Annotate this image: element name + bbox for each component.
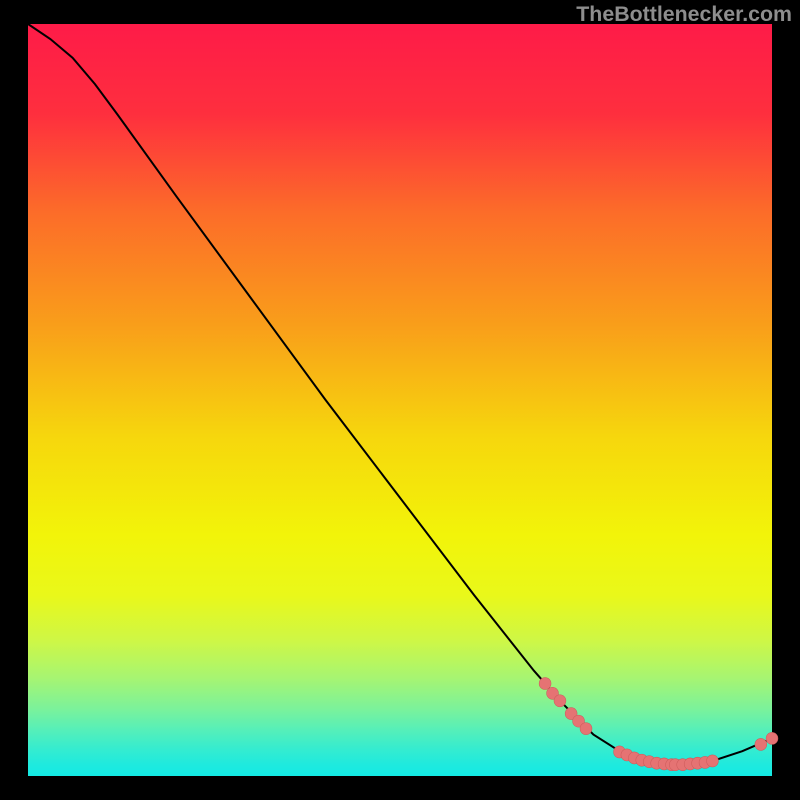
watermark-text: TheBottlenecker.com <box>576 2 792 27</box>
data-marker <box>580 723 592 735</box>
plot-area <box>28 24 772 776</box>
data-marker <box>707 755 719 767</box>
chart-container: TheBottlenecker.com <box>0 0 800 800</box>
data-marker <box>539 677 551 689</box>
data-marker <box>554 695 566 707</box>
data-marker <box>755 738 767 750</box>
bottleneck-curve <box>28 24 772 765</box>
data-marker <box>766 732 778 744</box>
marker-group <box>539 677 778 770</box>
chart-svg <box>28 24 772 776</box>
